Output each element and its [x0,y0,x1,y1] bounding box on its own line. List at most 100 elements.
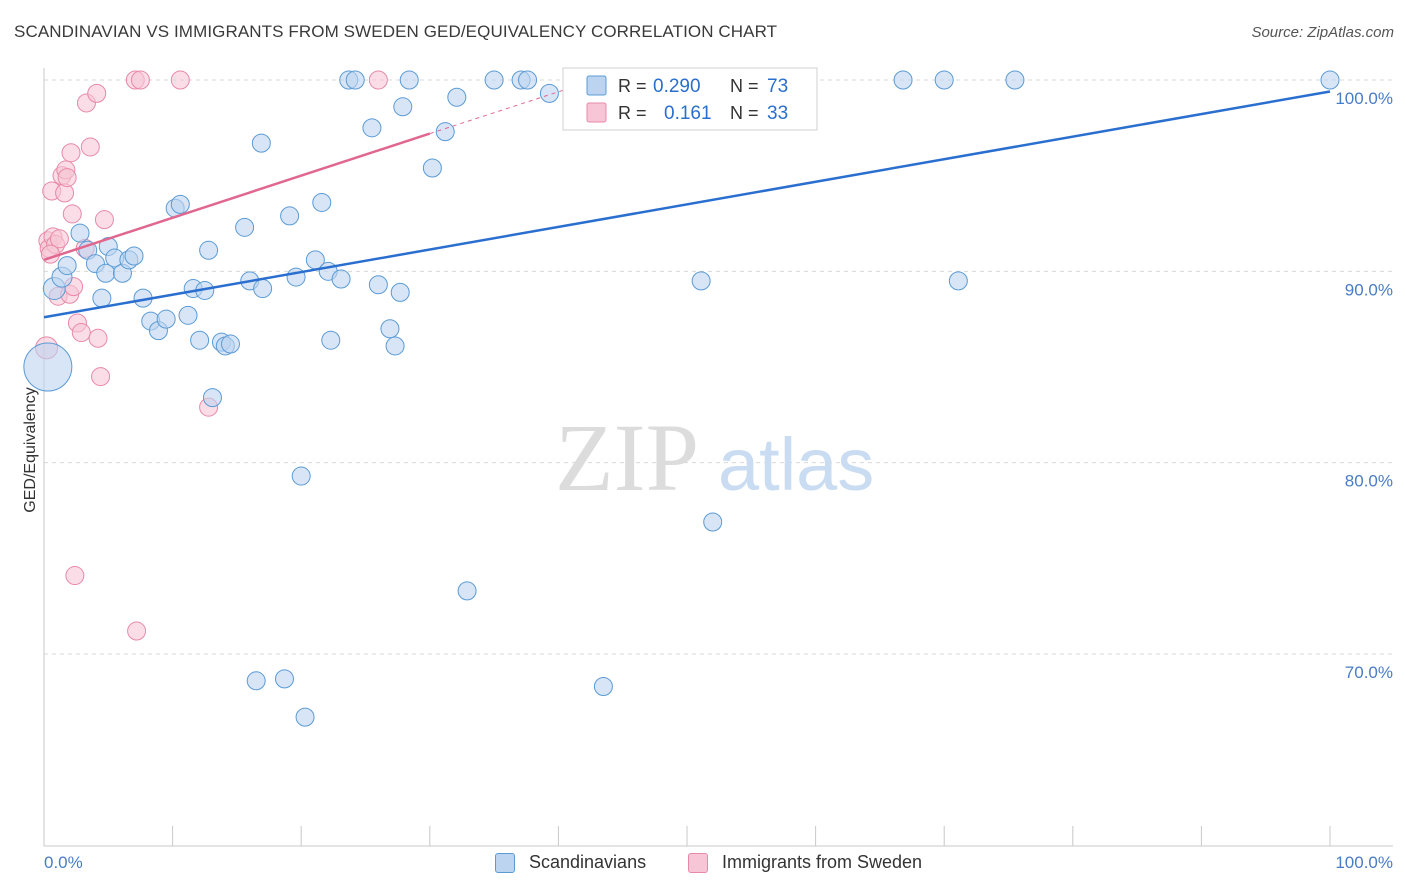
y-tick-label-80: 80.0% [1345,472,1393,491]
point-scandinavians-40 [312,192,332,212]
point-scandinavians-20 [178,305,198,325]
point-scandinavians-43 [331,269,351,289]
point-scandinavians-55 [447,87,467,107]
point-scandinavians-49 [385,336,405,356]
point-immigrants-26 [127,621,147,641]
point-immigrants-31 [57,168,77,188]
point-scandinavians-29 [235,217,255,237]
points-immigrants-from-sweden [35,70,388,641]
y-tick-label-90: 90.0% [1345,280,1393,299]
point-scandinavians-68 [893,70,913,90]
point-immigrants-7 [49,229,69,249]
point-scandinavians-32 [253,279,273,299]
source-credit: Source: ZipAtlas.com [1251,24,1394,41]
point-scandinavians-27 [220,334,240,354]
point-scandinavians-51 [393,97,413,117]
watermark-atlas: atlas [718,423,874,506]
point-scandinavians-42 [321,330,341,350]
legend-swatch-blue [586,75,607,96]
point-scandinavians-57 [484,70,504,90]
point-scandinavians-50 [390,282,410,302]
grid-layer [44,79,1393,655]
point-scandinavians-31 [246,671,266,691]
point-immigrants-32 [40,244,60,264]
stats-legend: R = 0.290 N = 73 R = 0.161 N = 33 [562,67,818,131]
point-scandinavians-0 [23,342,73,392]
legend-label-immigrants-from-sweden: Immigrants from Sweden [722,852,923,872]
point-scandinavians-7 [92,288,112,308]
point-scandinavians-3 [57,256,77,276]
legend-n-value-blue: 73 [767,76,788,97]
point-scandinavians-72 [1320,70,1340,90]
legend-n-label-blue: N = [730,76,759,96]
point-scandinavians-35 [280,206,300,226]
point-scandinavians-13 [124,246,144,266]
point-scandinavians-56 [457,581,477,601]
point-scandinavians-28 [202,388,222,408]
legend-swatch-pink [586,102,607,123]
point-immigrants-15 [65,566,85,586]
point-immigrants-12 [61,143,81,163]
point-immigrants-30 [368,70,388,90]
point-immigrants-17 [71,323,91,343]
watermark-zip: ZIP [555,404,699,511]
point-scandinavians-17 [156,309,176,329]
legend-item-immigrants-from-sweden: Immigrants from Sweden [688,852,922,873]
point-scandinavians-37 [291,466,311,486]
watermark: ZIP atlas [555,404,874,511]
point-scandinavians-66 [703,512,723,532]
trend-line-immigrants [43,132,431,262]
legend-item-scandinavians: Scandinavians [495,852,646,873]
legend-swatch-immigrants-from-sweden [688,852,708,873]
point-scandinavians-71 [1005,70,1025,90]
points-scandinavians [23,70,1340,727]
y-tick-label-100: 100.0% [1335,89,1393,108]
point-scandinavians-60 [539,83,559,103]
point-scandinavians-4 [70,223,90,243]
trend-lines [43,87,1331,319]
point-scandinavians-59 [518,70,538,90]
legend-n-value-pink: 33 [767,103,788,124]
axes-layer [43,68,1393,847]
point-scandinavians-69 [934,70,954,90]
point-scandinavians-38 [295,707,315,727]
point-scandinavians-22 [190,330,210,350]
point-scandinavians-48 [380,319,400,339]
chart-title: SCANDINAVIAN VS IMMIGRANTS FROM SWEDEN G… [14,22,778,41]
point-immigrants-27 [130,70,150,90]
point-scandinavians-54 [435,122,455,142]
legend-label-scandinavians: Scandinavians [529,852,647,872]
point-scandinavians-62 [593,677,613,697]
point-immigrants-21 [88,328,108,348]
point-immigrants-24 [94,210,114,230]
point-immigrants-13 [62,204,82,224]
point-immigrants-22 [91,367,111,387]
x-tick-label-max: 100.0% [1335,853,1393,872]
point-scandinavians-33 [251,133,271,153]
legend-r-value-pink: 0.161 [664,103,712,124]
point-scandinavians-34 [274,669,294,689]
point-immigrants-20 [80,137,100,157]
point-scandinavians-46 [362,118,382,138]
point-scandinavians-65 [691,271,711,291]
point-immigrants-23 [87,83,107,103]
legend-swatch-scandinavians [495,852,515,873]
y-axis-label: GED/Equivalency [22,387,39,512]
y-tick-label-70: 70.0% [1345,663,1393,682]
point-scandinavians-47 [368,275,388,295]
point-scandinavians-52 [399,70,419,90]
x-tick-label-min: 0.0% [44,853,83,872]
point-scandinavians-24 [199,240,219,260]
point-scandinavians-45 [345,70,365,90]
trend-line-scandinavians [43,90,1331,319]
series-legend: Scandinavians Immigrants from Sweden [0,852,1406,878]
y-axis-tick-labels: 70.0% 80.0% 90.0% 100.0% [1335,89,1393,682]
legend-n-label-pink: N = [730,103,759,123]
legend-r-label-pink: R = [618,103,647,123]
legend-r-label-blue: R = [618,76,647,96]
trend-line-immigrants-extension [429,87,572,135]
point-scandinavians-19 [170,194,190,214]
point-scandinavians-70 [948,271,968,291]
point-scandinavians-53 [422,158,442,178]
